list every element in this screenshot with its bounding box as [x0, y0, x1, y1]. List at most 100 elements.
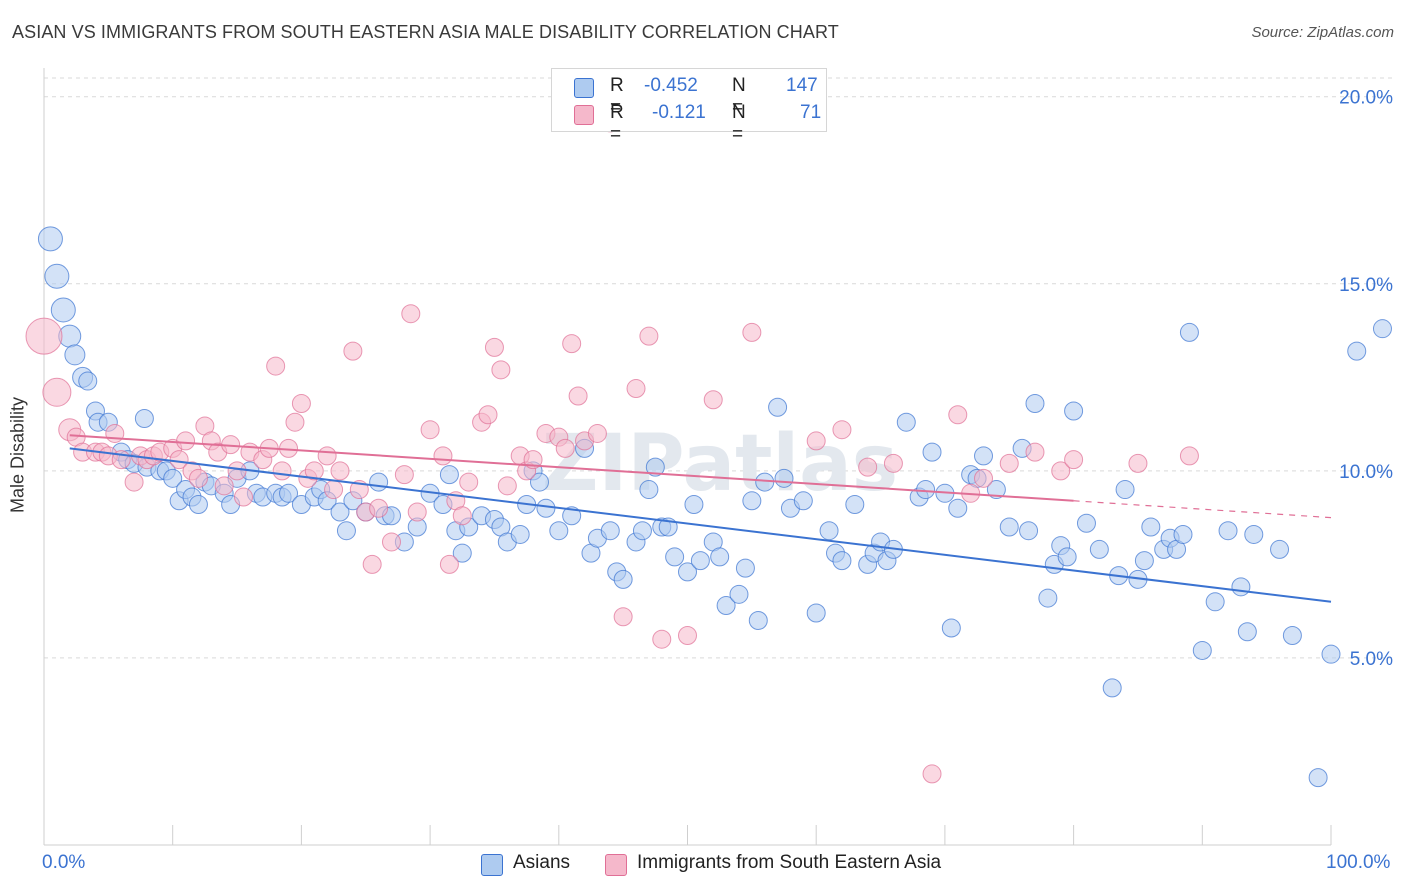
point-immigrants — [491, 360, 511, 380]
point-immigrants — [832, 420, 852, 440]
point-asians — [639, 480, 659, 500]
point-asians — [1372, 319, 1392, 339]
point-immigrants — [459, 472, 479, 492]
point-immigrants — [999, 453, 1019, 473]
bottom-legend-label-immigrants: Immigrants from South Eastern Asia — [637, 852, 942, 873]
point-asians — [690, 551, 710, 571]
point-immigrants — [523, 450, 543, 470]
point-asians — [369, 472, 389, 492]
point-asians — [1237, 622, 1257, 642]
point-asians — [1057, 547, 1077, 567]
point-asians — [832, 551, 852, 571]
point-asians — [1308, 768, 1328, 788]
point-immigrants — [433, 446, 453, 466]
point-asians — [64, 344, 86, 366]
point-immigrants — [266, 356, 286, 376]
legend-r-value: -0.121 — [652, 102, 706, 123]
point-immigrants — [555, 438, 575, 458]
point-asians — [1102, 678, 1122, 698]
point-immigrants — [639, 326, 659, 346]
point-asians — [1038, 588, 1058, 608]
point-asians — [1205, 592, 1225, 612]
y-tick-label: 15.0% — [1339, 275, 1393, 296]
point-immigrants — [806, 431, 826, 451]
legend-r-label: R = — [610, 102, 624, 145]
point-asians — [1270, 539, 1290, 559]
point-immigrants — [105, 423, 125, 443]
bottom-legend-label-asians: Asians — [513, 852, 571, 873]
point-asians — [163, 468, 183, 488]
point-immigrants — [227, 461, 247, 481]
point-asians — [735, 558, 755, 578]
legend-n-label: N = — [732, 102, 746, 145]
point-asians — [600, 521, 620, 541]
y-tick-label: 10.0% — [1339, 462, 1393, 483]
point-asians — [1134, 551, 1154, 571]
point-immigrants — [1025, 442, 1045, 462]
point-immigrants — [124, 472, 144, 492]
point-immigrants — [1128, 453, 1148, 473]
point-asians — [1076, 513, 1096, 533]
point-asians — [1089, 539, 1109, 559]
legend-swatch-immigrants — [574, 105, 594, 125]
point-immigrants — [703, 390, 723, 410]
point-asians — [819, 521, 839, 541]
point-immigrants — [497, 476, 517, 496]
point-asians — [452, 543, 472, 563]
point-asians — [44, 263, 70, 289]
point-asians — [896, 412, 916, 432]
point-asians — [439, 465, 459, 485]
point-immigrants — [948, 405, 968, 425]
point-immigrants — [484, 337, 504, 357]
point-asians — [188, 495, 208, 515]
correlation-legend: R = -0.452 N = 147 R = -0.121 N = 71 — [551, 68, 827, 145]
point-asians — [613, 569, 633, 589]
point-asians — [684, 495, 704, 515]
point-asians — [1141, 517, 1161, 537]
point-immigrants — [176, 431, 196, 451]
point-immigrants — [626, 379, 646, 399]
legend-r-value: -0.452 — [644, 75, 698, 96]
chart-source: Source: ZipAtlas.com — [1251, 24, 1394, 41]
bottom-legend-swatch-asians — [481, 854, 503, 876]
point-asians — [845, 495, 865, 515]
point-asians — [1064, 401, 1084, 421]
point-asians — [1115, 480, 1135, 500]
point-immigrants — [1064, 450, 1084, 470]
bottom-legend-swatch-immigrants — [605, 854, 627, 876]
point-immigrants — [858, 457, 878, 477]
point-asians — [916, 480, 936, 500]
point-immigrants — [652, 629, 672, 649]
point-asians — [562, 506, 582, 526]
point-immigrants — [25, 317, 63, 355]
point-asians — [549, 521, 569, 541]
y-tick-label: 20.0% — [1339, 88, 1393, 109]
point-immigrants — [478, 405, 498, 425]
point-immigrants — [420, 420, 440, 440]
point-asians — [336, 521, 356, 541]
point-immigrants — [401, 304, 421, 324]
point-asians — [1244, 524, 1264, 544]
point-asians — [806, 603, 826, 623]
point-asians — [1025, 394, 1045, 414]
point-asians — [665, 547, 685, 567]
point-immigrants — [587, 423, 607, 443]
point-asians — [986, 480, 1006, 500]
point-asians — [793, 491, 813, 511]
point-immigrants — [362, 554, 382, 574]
point-immigrants — [1051, 461, 1071, 481]
point-asians — [748, 611, 768, 631]
point-asians — [1347, 341, 1367, 361]
point-asians — [536, 498, 556, 518]
point-asians — [78, 371, 98, 391]
trendline-immigrants-extension — [1073, 500, 1332, 519]
point-immigrants — [304, 461, 324, 481]
legend-swatch-asians — [574, 78, 594, 98]
legend-n-value: 71 — [800, 102, 822, 123]
point-asians — [1173, 524, 1193, 544]
point-asians — [729, 584, 749, 604]
point-immigrants — [381, 532, 401, 552]
point-immigrants — [291, 394, 311, 414]
point-asians — [1192, 640, 1212, 660]
